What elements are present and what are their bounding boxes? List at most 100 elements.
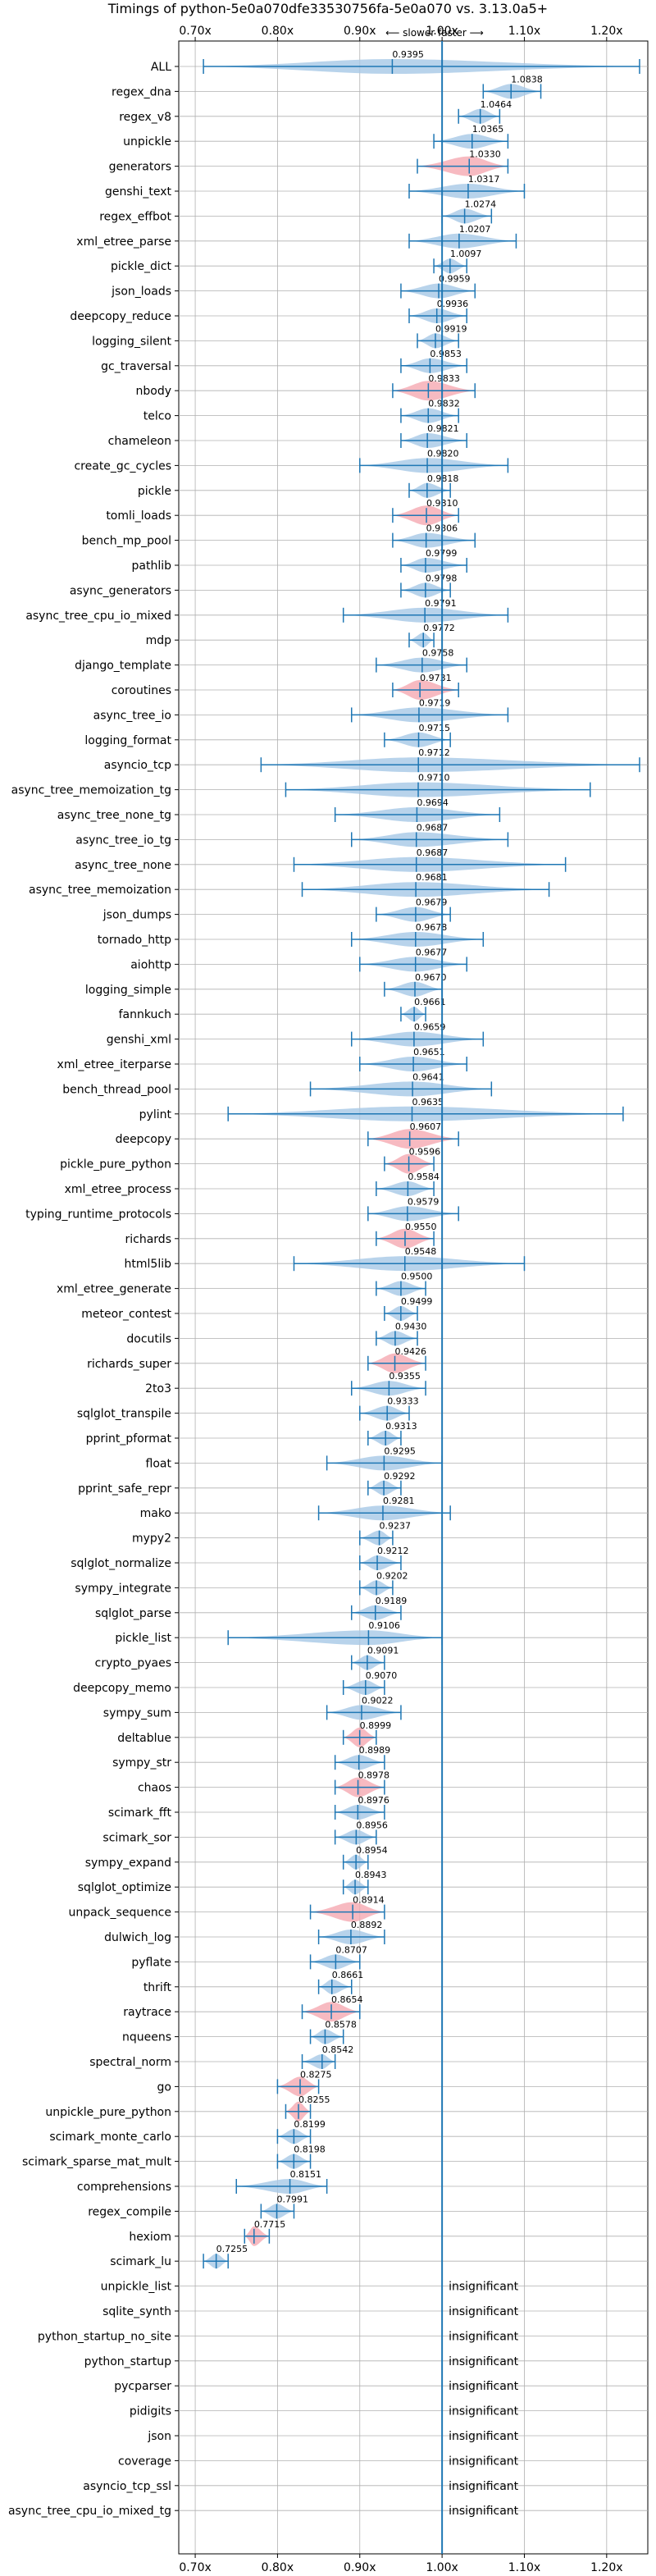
benchmark-row: xml_etree_generate 0.9500 xyxy=(57,1272,648,1296)
benchmark-label: fannkuch xyxy=(119,1008,171,1021)
value-label: 0.9607 xyxy=(410,1121,442,1132)
benchmark-label: async_tree_memoization_tg xyxy=(11,784,171,797)
benchmark-label: sympy_sum xyxy=(103,1706,171,1720)
value-label: 0.9758 xyxy=(422,648,454,659)
benchmark-row: sympy_str 0.8989 xyxy=(112,1745,648,1770)
benchmark-label: nqueens xyxy=(122,2031,171,2044)
value-label: 0.9681 xyxy=(416,872,447,883)
benchmark-row: coverage insignificant xyxy=(118,2455,648,2468)
value-label: 0.9295 xyxy=(384,1446,416,1456)
benchmark-label: spectral_norm xyxy=(89,2056,171,2069)
x-tick-label-bottom: 1.00x xyxy=(426,2561,458,2574)
benchmark-row: regex_compile 0.7991 xyxy=(88,2194,648,2219)
value-label: 0.9687 xyxy=(417,822,449,833)
benchmark-label: bench_thread_pool xyxy=(62,1083,171,1096)
benchmark-row: sqlglot_parse 0.9189 xyxy=(95,1596,648,1620)
benchmark-label: async_tree_io_tg xyxy=(75,834,171,847)
value-label: 0.9832 xyxy=(428,399,460,409)
benchmark-label: typing_runtime_protocols xyxy=(25,1208,171,1221)
benchmark-rows: ALL 0.9395 regex_dna 1.0838 regex_v8 1.0464 un… xyxy=(8,49,648,2518)
benchmark-row: pickle_list 0.9106 xyxy=(115,1620,648,1646)
value-label: 0.9395 xyxy=(392,49,424,60)
benchmark-label: sqlglot_parse xyxy=(95,1607,171,1620)
benchmark-label: pidigits xyxy=(130,2405,171,2418)
benchmark-row: unpack_sequence 0.8914 xyxy=(69,1895,648,1922)
x-axis-top: 0.70x 0.80x 0.90x 1.00x 1.10x 1.20x xyxy=(179,25,623,41)
value-label: 0.9333 xyxy=(387,1396,419,1407)
benchmark-row: go 0.8275 xyxy=(157,2069,648,2097)
benchmark-row: pickle_dict 1.0097 xyxy=(111,249,648,274)
benchmark-row: float 0.9295 xyxy=(146,1446,648,1471)
benchmark-row: chameleon 0.9821 xyxy=(108,423,648,448)
value-label: 0.9678 xyxy=(416,922,448,933)
x-tick-label-bottom: 0.70x xyxy=(179,2561,211,2574)
value-label: 0.9550 xyxy=(405,1222,437,1232)
benchmark-label: chaos xyxy=(138,1782,171,1795)
insignificant-label: insignificant xyxy=(449,2480,519,2493)
benchmark-label: pylint xyxy=(139,1108,172,1121)
benchmark-label: pprint_safe_repr xyxy=(78,1482,171,1496)
value-label: 0.8954 xyxy=(356,1845,388,1856)
benchmark-row: sympy_expand 0.8954 xyxy=(85,1845,648,1870)
x-tick-label-top: 1.20x xyxy=(590,25,622,38)
benchmark-label: thrift xyxy=(144,1981,172,1994)
benchmark-label: coverage xyxy=(118,2455,171,2468)
value-label: 0.9677 xyxy=(416,947,448,957)
benchmark-row: scimark_fft 0.8976 xyxy=(108,1795,648,1820)
value-label: 0.7715 xyxy=(254,2219,286,2230)
benchmark-row: async_tree_memoization 0.9681 xyxy=(29,872,648,897)
value-label: 0.9798 xyxy=(426,573,458,583)
benchmark-row: meteor_contest 0.9499 xyxy=(81,1296,648,1321)
x-tick-label-top: 1.00x xyxy=(426,25,458,38)
benchmark-label: xml_etree_parse xyxy=(76,235,171,249)
benchmark-row: deepcopy 0.9607 xyxy=(116,1121,648,1149)
benchmark-row: regex_dna 1.0838 xyxy=(112,74,648,99)
x-tick-label-bottom: 0.90x xyxy=(344,2561,376,2574)
value-label: 0.9936 xyxy=(437,299,469,309)
benchmark-label: aiohttp xyxy=(130,958,171,971)
value-label: 1.0274 xyxy=(465,199,497,209)
benchmark-label: chameleon xyxy=(108,435,171,448)
benchmark-row: logging_format 0.9715 xyxy=(84,723,648,747)
insignificant-label: insignificant xyxy=(449,2330,519,2343)
insignificant-label: insignificant xyxy=(449,2455,519,2468)
value-label: 0.8976 xyxy=(358,1795,390,1806)
benchmark-label: pickle_pure_python xyxy=(60,1158,171,1172)
benchmark-label: pathlib xyxy=(132,560,172,573)
value-label: 0.9694 xyxy=(417,797,448,808)
benchmark-label: float xyxy=(146,1457,172,1470)
benchmark-label: async_tree_none xyxy=(75,859,171,872)
benchmark-row: sympy_integrate 0.9202 xyxy=(75,1570,648,1596)
benchmark-row: nbody 0.9833 xyxy=(136,373,648,401)
benchmark-row: mdp 0.9772 xyxy=(146,623,648,648)
benchmark-label: scimark_sor xyxy=(102,1831,171,1844)
benchmark-row: regex_v8 1.0464 xyxy=(119,99,648,124)
benchmark-label: xml_etree_process xyxy=(65,1183,171,1196)
value-label: 0.9070 xyxy=(366,1670,398,1681)
benchmark-label: python_startup_no_site xyxy=(38,2330,171,2343)
benchmark-label: mypy2 xyxy=(132,1532,171,1546)
benchmark-row: bench_thread_pool 0.9641 xyxy=(62,1071,648,1097)
benchmark-label: deepcopy xyxy=(116,1133,171,1146)
benchmark-row: xml_etree_iterparse 0.9651 xyxy=(57,1047,648,1071)
benchmark-row: raytrace 0.8654 xyxy=(123,1994,648,2022)
benchmark-label: go xyxy=(157,2080,171,2094)
benchmark-label: scimark_fft xyxy=(108,1806,172,1820)
value-label: 1.0365 xyxy=(472,124,504,135)
benchmark-row: pathlib0.9799 xyxy=(132,548,648,573)
value-label: 0.9430 xyxy=(395,1321,427,1331)
benchmark-label: async_tree_none_tg xyxy=(57,809,171,822)
value-label: 0.9500 xyxy=(401,1272,433,1282)
value-label: 0.9579 xyxy=(408,1196,440,1207)
insignificant-label: insignificant xyxy=(449,2430,519,2443)
benchmark-row: dulwich_log 0.8892 xyxy=(104,1920,648,1944)
benchmark-label: regex_effbot xyxy=(99,210,171,223)
value-label: 1.0464 xyxy=(481,99,512,110)
benchmark-row: python_startup insignificant xyxy=(84,2355,648,2368)
benchmark-row: coroutines 0.9731 xyxy=(112,673,648,700)
value-label: 0.7991 xyxy=(277,2194,309,2204)
benchmark-row: spectral_norm 0.8542 xyxy=(89,2044,648,2069)
benchmark-label: async_generators xyxy=(70,584,171,597)
benchmark-label: deltablue xyxy=(117,1732,171,1745)
benchmark-row: async_tree_memoization_tg 0.9710 xyxy=(11,773,648,797)
